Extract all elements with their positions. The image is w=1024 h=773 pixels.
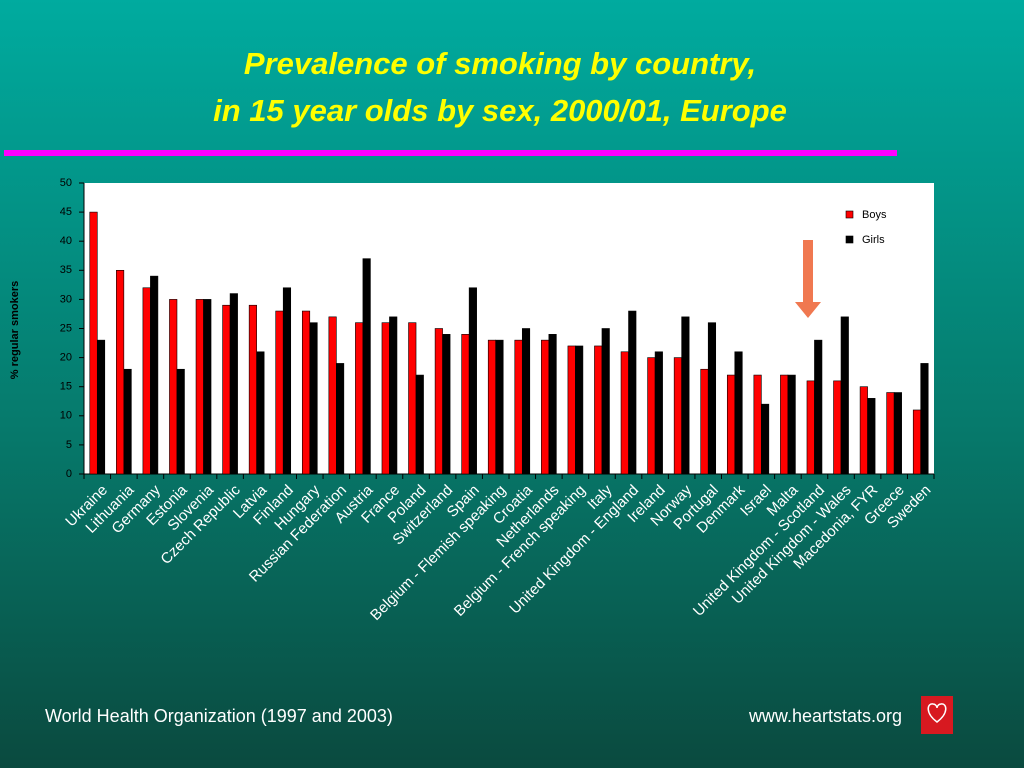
- bar: [442, 334, 451, 475]
- bar: [256, 351, 265, 475]
- bar: [594, 345, 603, 475]
- y-tick-label: 50: [60, 177, 72, 189]
- bar: [806, 380, 815, 475]
- bar: [920, 363, 929, 475]
- bar: [355, 322, 364, 475]
- bar: [541, 339, 550, 475]
- plot-area: [84, 183, 934, 474]
- bar: [309, 322, 318, 475]
- bar: [176, 368, 185, 475]
- legend-swatch: [845, 210, 854, 219]
- bar: [700, 368, 709, 475]
- bar: [628, 310, 637, 475]
- bar: [222, 304, 231, 475]
- bar: [620, 351, 629, 475]
- legend-label: Girls: [862, 234, 885, 246]
- logo-heart: [927, 703, 947, 723]
- arrow: [795, 240, 821, 318]
- bar: [275, 310, 284, 475]
- bar: [362, 258, 371, 475]
- bar: [248, 304, 257, 475]
- bar: [726, 374, 736, 475]
- bar: [381, 322, 390, 475]
- bar: [912, 409, 922, 475]
- bar: [495, 339, 504, 475]
- bar: [753, 374, 762, 475]
- bar: [521, 328, 531, 475]
- bar: [229, 293, 238, 475]
- bar: [461, 334, 470, 475]
- title-line: in 15 year olds by sex, 2000/01, Europe: [213, 93, 787, 128]
- bar: [336, 363, 345, 475]
- bar: [96, 339, 106, 475]
- bar: [195, 299, 204, 475]
- bar: [734, 351, 743, 475]
- logo: [921, 696, 953, 734]
- title-line: Prevalence of smoking by country,: [244, 46, 756, 81]
- y-tick-label: 10: [60, 410, 72, 422]
- y-tick-label: 15: [60, 381, 72, 393]
- y-tick-label: 35: [60, 264, 72, 276]
- legend-label: Boys: [862, 209, 887, 221]
- bar: [487, 339, 497, 475]
- divider: [4, 150, 897, 156]
- y-tick-label: 5: [66, 439, 72, 451]
- bar: [415, 374, 424, 475]
- bar: [89, 211, 98, 475]
- bar: [389, 316, 398, 475]
- y-tick-label: 45: [60, 206, 72, 218]
- bar: [328, 316, 337, 475]
- bar: [116, 269, 125, 475]
- bar: [780, 374, 789, 475]
- bar: [681, 316, 690, 475]
- bar: [707, 322, 717, 475]
- bar: [673, 357, 682, 475]
- bar: [123, 368, 132, 475]
- bar: [833, 380, 842, 475]
- bar: [434, 328, 443, 475]
- logo-box: [921, 696, 953, 734]
- bar: [301, 310, 311, 475]
- bar: [575, 345, 584, 475]
- bar: [859, 386, 868, 475]
- y-tick-label: 40: [60, 235, 72, 247]
- bar: [169, 299, 178, 475]
- bar: [761, 403, 770, 475]
- bar: [886, 392, 895, 475]
- bar: [203, 299, 212, 475]
- y-axis-label: % regular smokers: [9, 281, 21, 379]
- y-tick-label: 20: [60, 352, 72, 364]
- bar: [867, 398, 876, 475]
- source: World Health Organization (1997 and 2003…: [45, 706, 393, 726]
- bar: [567, 345, 576, 475]
- bar: [142, 287, 151, 475]
- bar: [408, 322, 417, 475]
- arrow-head: [795, 302, 821, 318]
- bar: [282, 287, 292, 475]
- legend-swatch: [845, 235, 854, 244]
- y-tick-label: 0: [66, 468, 72, 480]
- arrow-shaft: [803, 240, 813, 302]
- bar: [647, 357, 656, 475]
- bar: [150, 275, 159, 475]
- y-tick-label: 30: [60, 293, 72, 305]
- bar: [601, 328, 610, 475]
- bar: [893, 392, 902, 475]
- bar: [814, 339, 823, 475]
- bar: [654, 351, 663, 475]
- bar: [548, 334, 557, 475]
- url: www.heartstats.org: [748, 706, 902, 726]
- bar: [514, 339, 523, 475]
- bar: [840, 316, 849, 475]
- y-tick-label: 25: [60, 322, 72, 334]
- bar: [787, 374, 796, 475]
- bar: [468, 287, 477, 475]
